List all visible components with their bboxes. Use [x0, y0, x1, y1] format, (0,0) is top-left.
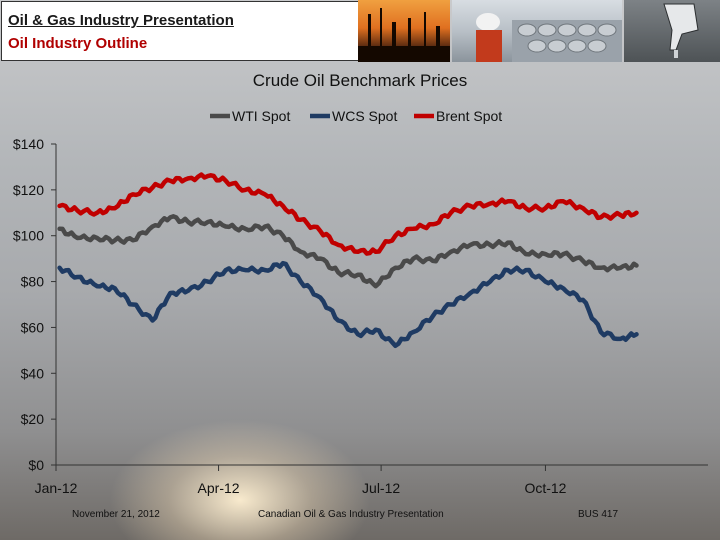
y-tick-label: $140 — [13, 136, 44, 152]
fuel-nozzle-icon — [663, 3, 699, 58]
y-tick-label: $20 — [21, 411, 45, 427]
x-axis: Jan-12 Apr-12 Jul-12 Oct-12 — [35, 464, 708, 496]
y-tick-label: $120 — [13, 182, 44, 198]
worker-barrels-icon — [476, 13, 622, 62]
y-tick-label: $60 — [21, 319, 45, 335]
footer-course: BUS 417 — [578, 509, 619, 520]
y-tick-label: $100 — [13, 228, 44, 244]
legend-label-wti-spot: WTI Spot — [232, 108, 290, 124]
footer-presentation: Canadian Oil & Gas Industry Presentation — [258, 509, 444, 520]
section-subtitle: Oil Industry Outline — [8, 35, 148, 52]
legend-label-wcs-spot: WCS Spot — [332, 108, 397, 124]
y-axis: $0 $20 $40 $60 $80 $100 $120 $140 — [13, 136, 57, 473]
y-tick-label: $80 — [21, 274, 45, 290]
y-tick-label: $0 — [28, 457, 44, 473]
wti-spot-line — [57, 214, 639, 289]
x-tick-label: Jan-12 — [35, 480, 78, 496]
y-tick-label: $40 — [21, 365, 45, 381]
brent-spot-line — [57, 172, 639, 256]
x-tick-label: Apr-12 — [198, 480, 240, 496]
refinery-sunset-photo-icon — [358, 0, 450, 62]
oil-worker-barrels-photo-icon — [452, 0, 622, 62]
chart-legend: WTI Spot WCS Spot Brent Spot — [210, 108, 502, 124]
legend-label-brent-spot: Brent Spot — [436, 108, 502, 124]
footer-date: November 21, 2012 — [72, 509, 160, 520]
wcs-spot-line — [57, 260, 639, 349]
presentation-title: Oil & Gas Industry Presentation — [8, 12, 234, 29]
fuel-nozzle-photo-icon — [624, 0, 720, 62]
refinery-silhouette-icon — [358, 8, 450, 62]
series-group — [57, 172, 639, 349]
header-box: Oil & Gas Industry Presentation Oil Indu… — [1, 1, 359, 61]
chart-title: Crude Oil Benchmark Prices — [253, 71, 467, 90]
x-tick-label: Jul-12 — [362, 480, 400, 496]
x-tick-label: Oct-12 — [524, 480, 566, 496]
